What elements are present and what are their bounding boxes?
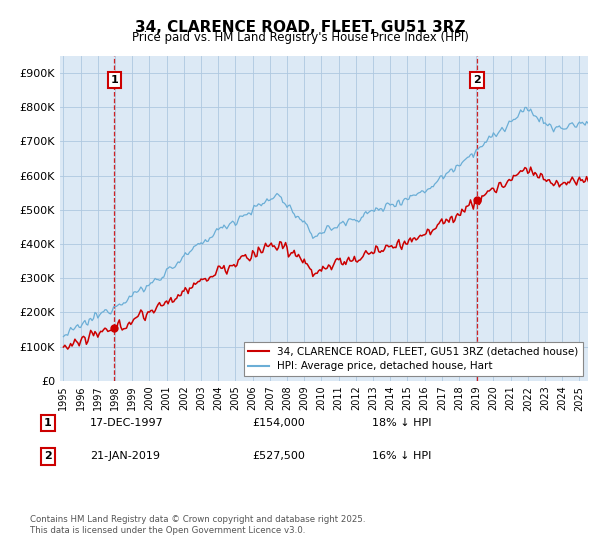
Text: 16% ↓ HPI: 16% ↓ HPI <box>372 451 431 461</box>
Text: £527,500: £527,500 <box>252 451 305 461</box>
Text: 18% ↓ HPI: 18% ↓ HPI <box>372 418 431 428</box>
Text: 1: 1 <box>110 75 118 85</box>
Text: 2: 2 <box>44 451 52 461</box>
Text: Price paid vs. HM Land Registry's House Price Index (HPI): Price paid vs. HM Land Registry's House … <box>131 31 469 44</box>
Legend: 34, CLARENCE ROAD, FLEET, GU51 3RZ (detached house), HPI: Average price, detache: 34, CLARENCE ROAD, FLEET, GU51 3RZ (deta… <box>244 342 583 376</box>
Text: 2: 2 <box>473 75 481 85</box>
Text: 1: 1 <box>44 418 52 428</box>
Text: 21-JAN-2019: 21-JAN-2019 <box>90 451 160 461</box>
Text: £154,000: £154,000 <box>252 418 305 428</box>
Text: 17-DEC-1997: 17-DEC-1997 <box>90 418 164 428</box>
Text: Contains HM Land Registry data © Crown copyright and database right 2025.
This d: Contains HM Land Registry data © Crown c… <box>30 515 365 535</box>
Text: 34, CLARENCE ROAD, FLEET, GU51 3RZ: 34, CLARENCE ROAD, FLEET, GU51 3RZ <box>135 20 465 35</box>
